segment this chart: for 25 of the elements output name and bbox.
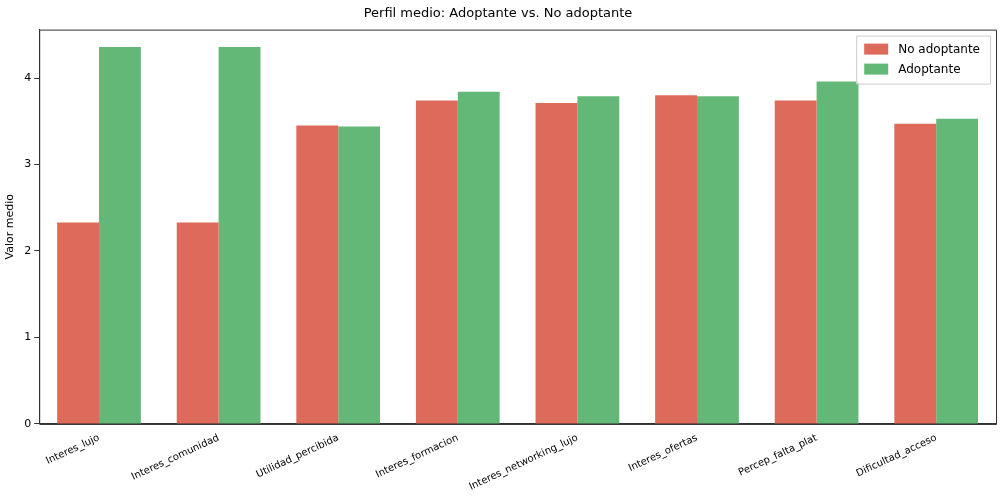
y-tick-label: 0 xyxy=(24,416,32,430)
bar xyxy=(457,91,500,424)
bar xyxy=(338,126,381,424)
bar xyxy=(936,118,979,424)
chart-title: Perfil medio: Adoptante vs. No adoptante xyxy=(363,5,633,21)
y-axis-title: Valor medio xyxy=(3,193,17,260)
bar xyxy=(816,81,859,424)
legend-label: No adoptante xyxy=(898,41,981,56)
bar xyxy=(697,96,739,424)
bar xyxy=(655,95,697,424)
legend-label: Adoptante xyxy=(898,61,961,76)
bar xyxy=(577,96,620,424)
bar xyxy=(415,100,458,424)
bar xyxy=(99,46,141,424)
bar xyxy=(774,100,817,424)
y-tick-label: 2 xyxy=(24,243,32,257)
bar xyxy=(218,46,261,424)
bar xyxy=(296,125,339,424)
y-tick-label: 3 xyxy=(24,157,32,171)
y-tick-label: 4 xyxy=(24,70,32,84)
bar xyxy=(894,123,937,424)
bar xyxy=(176,222,219,424)
bar xyxy=(57,222,99,424)
bar xyxy=(535,103,578,424)
y-tick-label: 1 xyxy=(24,330,32,344)
